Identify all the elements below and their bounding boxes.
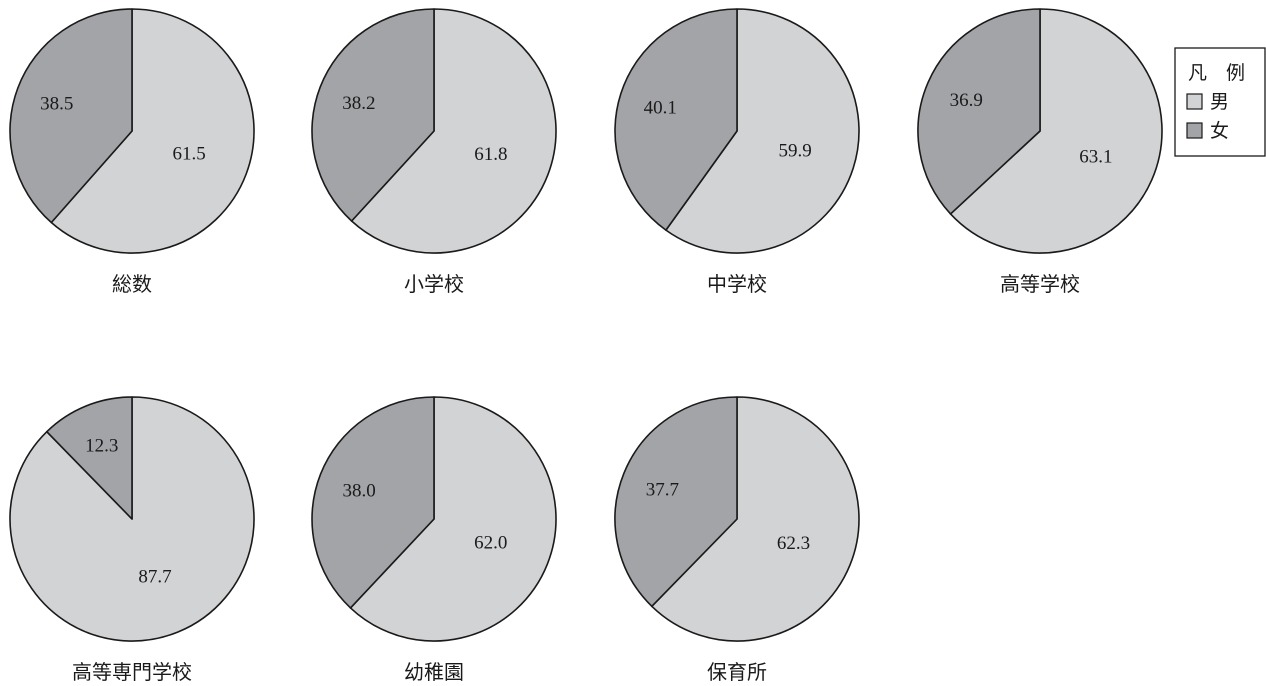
pie-title: 高等学校: [1000, 272, 1080, 296]
legend-swatch-male: [1186, 93, 1203, 110]
pie-slice-female: [614, 8, 738, 231]
pie-nursery: 62.3 37.7 保育所: [614, 396, 860, 684]
legend-label-female: 女: [1210, 120, 1229, 142]
legend-title: 凡 例: [1188, 62, 1245, 84]
pie-title: 高等専門学校: [72, 660, 192, 684]
pie-slice-female: [311, 396, 435, 609]
pie-label-male: 59.9: [778, 141, 811, 162]
pie-slice-male: [949, 8, 1163, 254]
legend-label-male: 男: [1210, 91, 1229, 113]
pie-slice-female: [311, 8, 435, 222]
pie-label-female: 40.1: [644, 97, 677, 118]
pie-slice-female: [46, 396, 133, 520]
pie-total: 61.5 38.5 総数: [9, 8, 255, 296]
legend: 凡 例 男 女: [1174, 47, 1266, 157]
pie-slice-male: [350, 8, 557, 254]
pie-slice-male: [50, 8, 255, 254]
pie-slice-male: [651, 396, 860, 642]
pie-title: 小学校: [404, 272, 464, 296]
pie-label-male: 62.0: [474, 533, 507, 554]
pie-title: 保育所: [707, 660, 767, 684]
pie-label-male: 62.3: [777, 533, 810, 554]
pie-kindergarten: 62.0 38.0 幼稚園: [311, 396, 557, 684]
pie-slice-female: [614, 396, 738, 608]
pie-elementary: 61.8 38.2 小学校: [311, 8, 557, 296]
pie-title: 総数: [112, 272, 152, 296]
pie-charts-group: 61.5 38.5 総数 61.8 38.2 小学校 59.9 40.1 中学校 63.1 36.9…: [9, 8, 1163, 684]
pie-label-male: 63.1: [1079, 146, 1112, 167]
pie-title: 幼稚園: [404, 660, 464, 684]
pie-slice-male: [349, 396, 557, 642]
pie-high: 63.1 36.9 高等学校: [917, 8, 1163, 296]
pie-slice-female: [917, 8, 1041, 215]
pie-label-male: 61.5: [172, 144, 205, 165]
pie-label-male: 87.7: [138, 567, 171, 588]
pie-slice-female: [9, 8, 133, 224]
pie-technical: 87.7 12.3 高等専門学校: [9, 396, 255, 684]
pie-label-female: 12.3: [85, 435, 118, 456]
pie-label-female: 38.0: [342, 480, 375, 501]
pie-label-female: 38.5: [40, 94, 73, 115]
pie-title: 中学校: [707, 272, 767, 296]
pie-slice-male: [665, 8, 860, 254]
pie-label-female: 36.9: [950, 90, 983, 111]
pie-label-female: 37.7: [646, 480, 679, 501]
legend-swatch-female: [1186, 122, 1203, 139]
pie-label-male: 61.8: [474, 144, 507, 165]
pie-label-female: 38.2: [342, 93, 375, 114]
pie-junior: 59.9 40.1 中学校: [614, 8, 860, 296]
